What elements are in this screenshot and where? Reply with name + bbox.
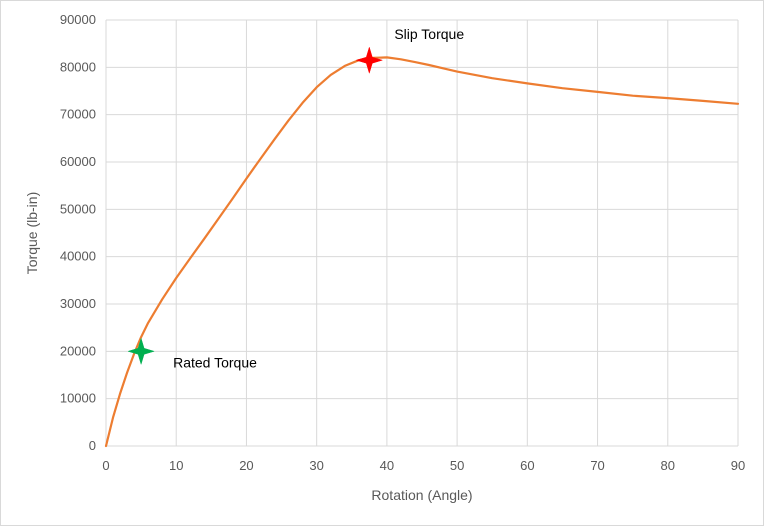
- annotation-slip-torque: Slip Torque: [394, 26, 464, 42]
- x-tick-label: 40: [380, 458, 394, 473]
- y-axis-title: Torque (lb-in): [24, 192, 40, 274]
- y-tick-label: 0: [89, 438, 96, 453]
- x-tick-label: 80: [661, 458, 675, 473]
- y-tick-label: 40000: [60, 249, 96, 264]
- x-tick-label: 20: [239, 458, 253, 473]
- y-tick-label: 80000: [60, 59, 96, 74]
- y-tick-label: 50000: [60, 201, 96, 216]
- gridlines: [105, 19, 739, 447]
- marker-star-slip-torque: [355, 46, 384, 75]
- x-tick-labels: 0 10 20 30 40 50 60 70 80 90: [102, 458, 745, 473]
- y-tick-label: 10000: [60, 391, 96, 406]
- y-tick-labels: 0 10000 20000 30000 40000 50000 60000 70000 8000…: [60, 12, 96, 453]
- x-tick-label: 0: [102, 458, 109, 473]
- y-tick-label: 90000: [60, 12, 96, 27]
- x-tick-label: 60: [520, 458, 534, 473]
- marker-star-rated-torque: [127, 337, 155, 366]
- y-tick-label: 20000: [60, 343, 96, 358]
- markers-layer: Rated Torque Slip Torque: [127, 26, 464, 370]
- annotation-rated-torque: Rated Torque: [173, 354, 257, 370]
- y-tick-label: 30000: [60, 296, 96, 311]
- x-tick-label: 90: [731, 458, 745, 473]
- x-tick-label: 30: [309, 458, 323, 473]
- y-tick-label: 70000: [60, 107, 96, 122]
- y-tick-label: 60000: [60, 154, 96, 169]
- x-axis-title: Rotation (Angle): [371, 487, 472, 503]
- series-layer: [104, 56, 740, 448]
- torque-series-line: [104, 56, 740, 448]
- x-tick-label: 50: [450, 458, 464, 473]
- x-tick-label: 70: [590, 458, 604, 473]
- x-tick-label: 10: [169, 458, 183, 473]
